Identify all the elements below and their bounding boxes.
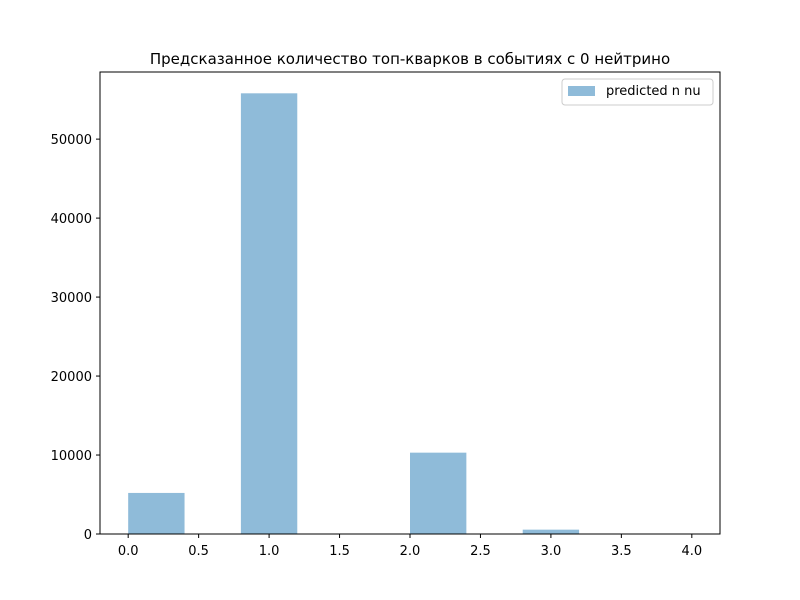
- legend-box: [561, 78, 714, 106]
- x-tick-label: 3.0: [541, 544, 562, 559]
- bars-group: [128, 93, 580, 535]
- x-tick-label: 4.0: [681, 544, 702, 559]
- y-tick-label: 50000: [51, 133, 92, 148]
- bar: [128, 492, 185, 534]
- bar: [522, 529, 580, 534]
- x-tick-label: 3.5: [611, 544, 632, 559]
- legend: predicted n nu: [561, 78, 714, 106]
- x-tick-label: 0.5: [188, 544, 209, 559]
- y-axis: 0 10000 20000 30000 40000 50000: [51, 133, 100, 543]
- y-tick-label: 0: [84, 528, 92, 543]
- y-tick-label: 30000: [51, 291, 92, 306]
- x-tick-label: 2.5: [470, 544, 491, 559]
- chart-title: Предсказанное количество топ-кварков в с…: [150, 50, 670, 68]
- x-tick-label: 1.5: [329, 544, 350, 559]
- y-tick-label: 20000: [51, 370, 92, 385]
- x-tick-label: 2.0: [400, 544, 421, 559]
- x-tick-label: 1.0: [259, 544, 280, 559]
- bar: [410, 452, 467, 534]
- y-tick-label: 40000: [51, 212, 92, 227]
- y-tick-label: 10000: [51, 449, 92, 464]
- bar: [240, 93, 298, 535]
- x-tick-label: 0.0: [118, 544, 139, 559]
- legend-swatch: [568, 86, 595, 96]
- legend-label: predicted n nu: [606, 84, 701, 99]
- x-axis: 0.0 0.5 1.0 1.5 2.0 2.5 3.0 3.5 4.0: [118, 534, 702, 559]
